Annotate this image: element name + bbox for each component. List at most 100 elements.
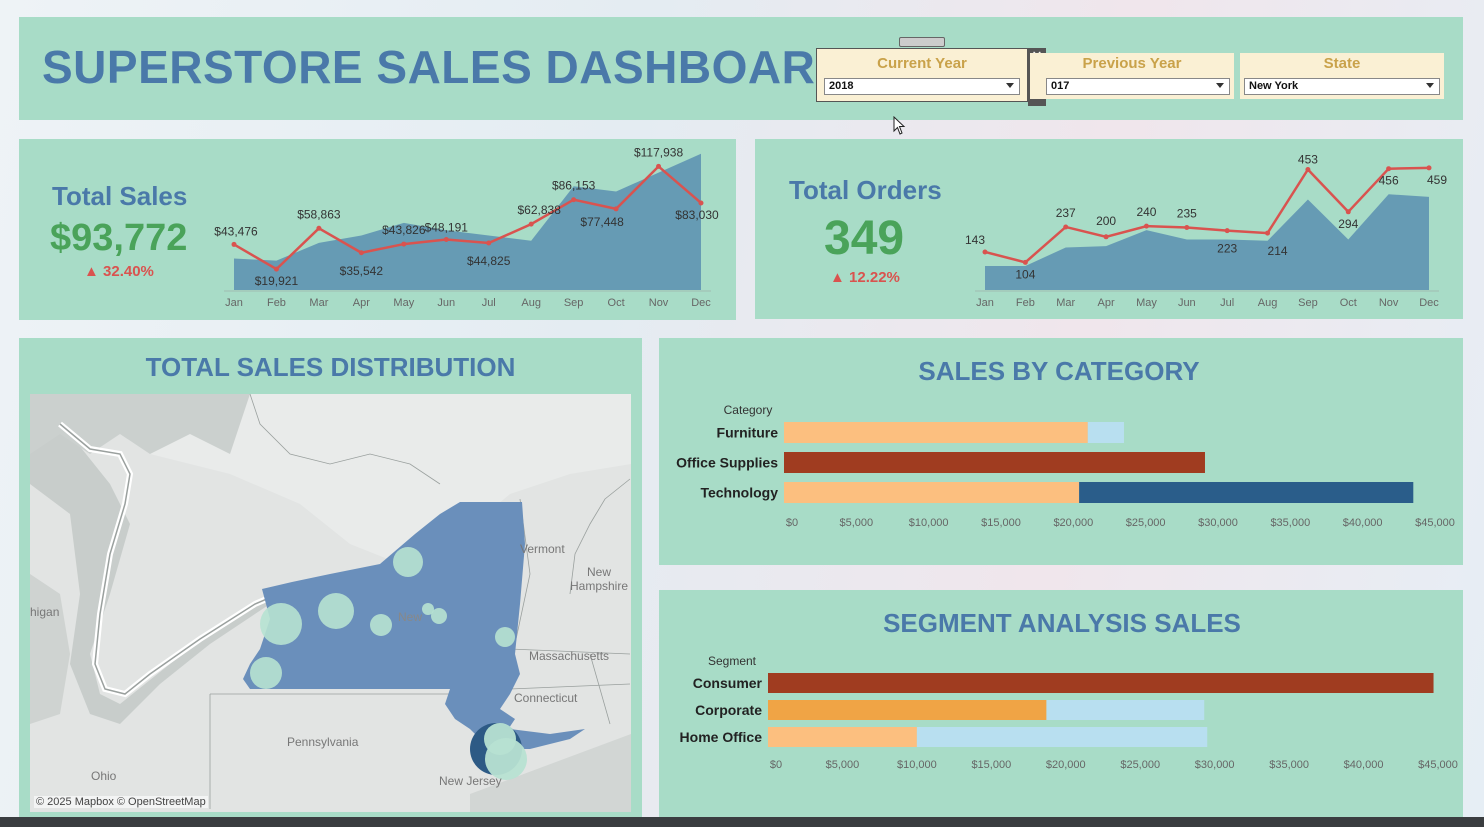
line-series <box>984 166 1430 264</box>
map-label: Vermont <box>520 542 565 556</box>
tick-label: Dec <box>691 297 711 309</box>
tick-label: Nov <box>1379 297 1399 309</box>
area-series <box>985 194 1429 290</box>
data-point <box>1022 259 1028 265</box>
sales-map[interactable]: Vermont New Hampshire Massachusetts Conn… <box>30 394 631 812</box>
tick-label: Apr <box>353 297 370 309</box>
sales-by-category-chart: Category Furniture Office Supplies Technolo… <box>676 403 1455 529</box>
bar <box>1087 422 1124 443</box>
map-canvas <box>30 394 631 812</box>
data-point <box>1143 223 1149 229</box>
map-label: New Jersey <box>439 774 502 788</box>
tick-label: $35,000 <box>1269 759 1309 771</box>
map-label: Connecticut <box>514 691 578 705</box>
data-point <box>982 249 988 255</box>
data-point <box>571 197 577 203</box>
filter-state[interactable]: State New York <box>1240 53 1444 99</box>
total-orders-label: Total Orders <box>789 175 942 205</box>
bar <box>768 700 1047 720</box>
data-point <box>486 240 492 246</box>
data-point <box>1184 224 1190 230</box>
bar <box>1079 482 1414 503</box>
tick-label: $20,000 <box>1046 759 1086 771</box>
data-label: 456 <box>1379 174 1399 188</box>
data-label: $58,863 <box>297 207 341 221</box>
data-label: 104 <box>1015 267 1035 281</box>
data-label: $86,153 <box>552 179 596 193</box>
tick-label: Mar <box>309 297 328 309</box>
data-label: 200 <box>1096 214 1116 228</box>
map-label: Ohio <box>91 769 117 783</box>
data-label: $19,921 <box>255 274 299 288</box>
tick-label: $45,000 <box>1415 517 1455 529</box>
tick-label: Jun <box>1178 297 1196 309</box>
data-label: 237 <box>1056 206 1076 220</box>
data-label: $44,825 <box>467 254 511 268</box>
drag-handle[interactable] <box>899 37 945 47</box>
state-select[interactable]: New York <box>1244 78 1440 95</box>
tick-label: May <box>1136 297 1157 309</box>
tick-label: $35,000 <box>1270 517 1310 529</box>
total-orders-value: 349 <box>824 212 905 265</box>
tick-label: Aug <box>1258 297 1278 309</box>
data-label: $117,938 <box>634 145 683 159</box>
tick-label: Jul <box>1220 297 1234 309</box>
tick-label: Feb <box>1016 297 1035 309</box>
tick-label: $40,000 <box>1343 517 1383 529</box>
bar <box>768 673 1434 693</box>
data-label: 143 <box>965 233 985 247</box>
segment-title: SEGMENT ANALYSIS SALES <box>883 608 1241 638</box>
map-attribution[interactable]: © 2025 Mapbox © OpenStreetMap <box>34 796 208 808</box>
tick-label: Aug <box>521 297 541 309</box>
filter-current-year[interactable]: Current Year 2018 <box>820 53 1024 99</box>
total-sales-delta: ▲ 32.40% <box>84 263 154 280</box>
data-point <box>1345 209 1351 215</box>
bar <box>784 482 1080 503</box>
map-label: New <box>398 610 423 624</box>
current-year-select[interactable]: 2018 <box>824 78 1020 95</box>
orders-trend-chart: 143 104 237 200 240 235 223 214 453 294 456 459 Jan F… <box>965 153 1447 309</box>
data-label: 294 <box>1338 217 1358 231</box>
data-point <box>1265 230 1271 236</box>
dashboard-title: SUPERSTORE SALES DASHBOARD <box>42 41 850 93</box>
tick-label: $25,000 <box>1126 517 1166 529</box>
data-label: $83,030 <box>675 208 719 222</box>
chevron-down-icon <box>1006 83 1014 88</box>
data-point <box>1224 228 1230 234</box>
tick-label: $0 <box>786 517 798 529</box>
tick-label: Oct <box>1340 297 1357 309</box>
filter-previous-year[interactable]: Previous Year 017 <box>1030 53 1234 99</box>
bar <box>784 422 1088 443</box>
tick-label: Sep <box>564 297 584 309</box>
tick-label: Jul <box>482 297 496 309</box>
tick-label: Dec <box>1419 297 1439 309</box>
data-label: $62,838 <box>517 203 561 217</box>
data-label: 214 <box>1268 244 1288 258</box>
tick-label: $15,000 <box>971 759 1011 771</box>
data-point <box>358 250 364 256</box>
total-orders-delta: ▲ 12.22% <box>830 269 900 286</box>
tick-label: Apr <box>1098 297 1115 309</box>
tick-label: Sep <box>1298 297 1318 309</box>
tick-label: $10,000 <box>897 759 937 771</box>
category-label: Corporate <box>695 702 762 718</box>
map-label: Hampshire <box>570 579 629 593</box>
tick-label: $5,000 <box>826 759 860 771</box>
bar <box>916 727 1208 747</box>
data-point <box>1386 166 1392 172</box>
map-label: Massachusetts <box>529 649 610 663</box>
axis-header: Segment <box>708 654 757 668</box>
chevron-down-icon <box>1426 83 1434 88</box>
data-point <box>1063 224 1069 230</box>
previous-year-select[interactable]: 017 <box>1046 78 1230 95</box>
tick-label: Jun <box>437 297 455 309</box>
data-label: 240 <box>1136 205 1156 219</box>
data-point <box>443 236 449 242</box>
tick-label: $40,000 <box>1344 759 1384 771</box>
segment-analysis-chart: Segment Consumer Corporate Home Office $0 $5,… <box>680 654 1458 771</box>
tick-label: Oct <box>608 297 625 309</box>
data-point <box>1305 167 1311 173</box>
data-label: $43,826 <box>382 223 426 237</box>
data-label: $43,476 <box>214 224 258 238</box>
map-label: New <box>587 565 612 579</box>
